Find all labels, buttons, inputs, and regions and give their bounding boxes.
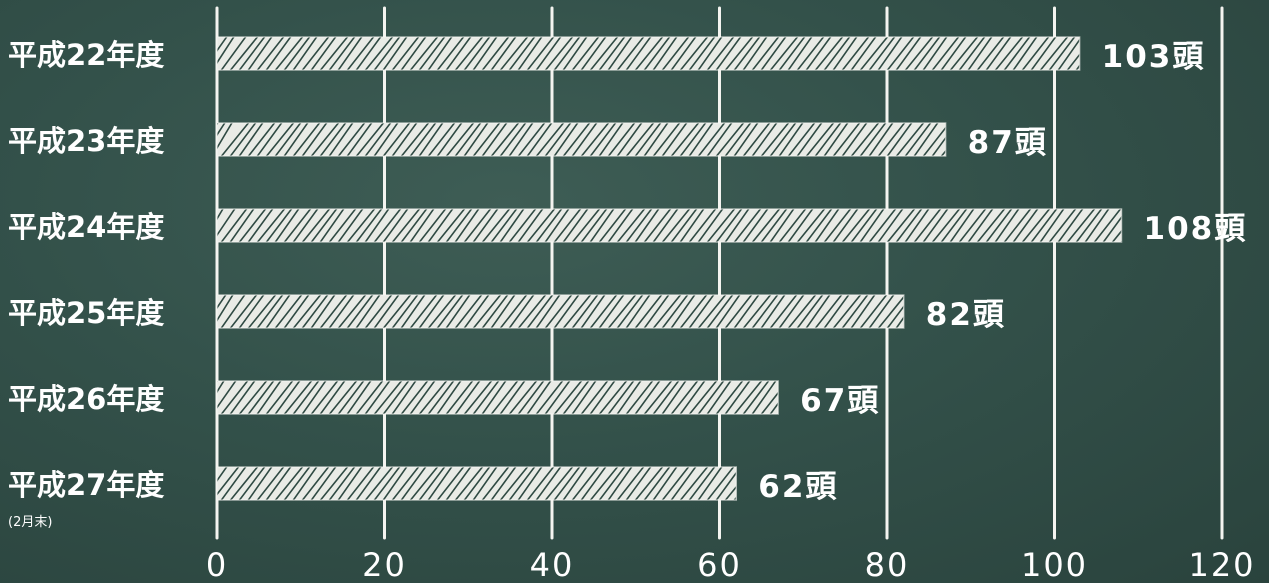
category-label: 平成24年度 [8,210,164,244]
bar [216,208,1123,243]
x-axis-tick-labels: 0 20 40 60 80 100 120 [206,546,1255,583]
value-label: 108頭 [1144,211,1248,247]
bar [216,294,905,329]
bar-fill [217,209,1122,242]
x-tick-label: 40 [530,546,575,583]
bar [216,466,737,501]
value-labels: 103頭 87頭 108頭 82頭 67頭 62頭 [758,39,1248,505]
x-tick-label: 120 [1188,546,1255,583]
grid-lines [215,6,1224,540]
category-label: 平成27年度 [8,468,164,502]
bar-fill [217,123,946,156]
category-label: 平成22年度 [8,38,164,72]
x-tick-label: 60 [697,546,742,583]
x-tick-label: 20 [362,546,407,583]
category-note: (2月末) [8,515,52,530]
value-label: 62頭 [758,469,838,505]
value-label: 87頭 [968,125,1048,161]
x-tick-label: 80 [865,546,910,583]
x-tick-label: 100 [1021,546,1088,583]
bar [216,380,779,415]
category-label: 平成25年度 [8,296,164,330]
x-tick-label: 0 [206,546,228,583]
category-label: 平成23年度 [8,124,164,158]
category-label: 平成26年度 [8,382,164,416]
value-label: 82頭 [926,297,1006,333]
bars [216,36,1123,501]
bar [216,122,947,157]
bar [216,36,1081,71]
value-label: 103頭 [1102,39,1206,75]
value-label: 67頭 [800,383,880,419]
